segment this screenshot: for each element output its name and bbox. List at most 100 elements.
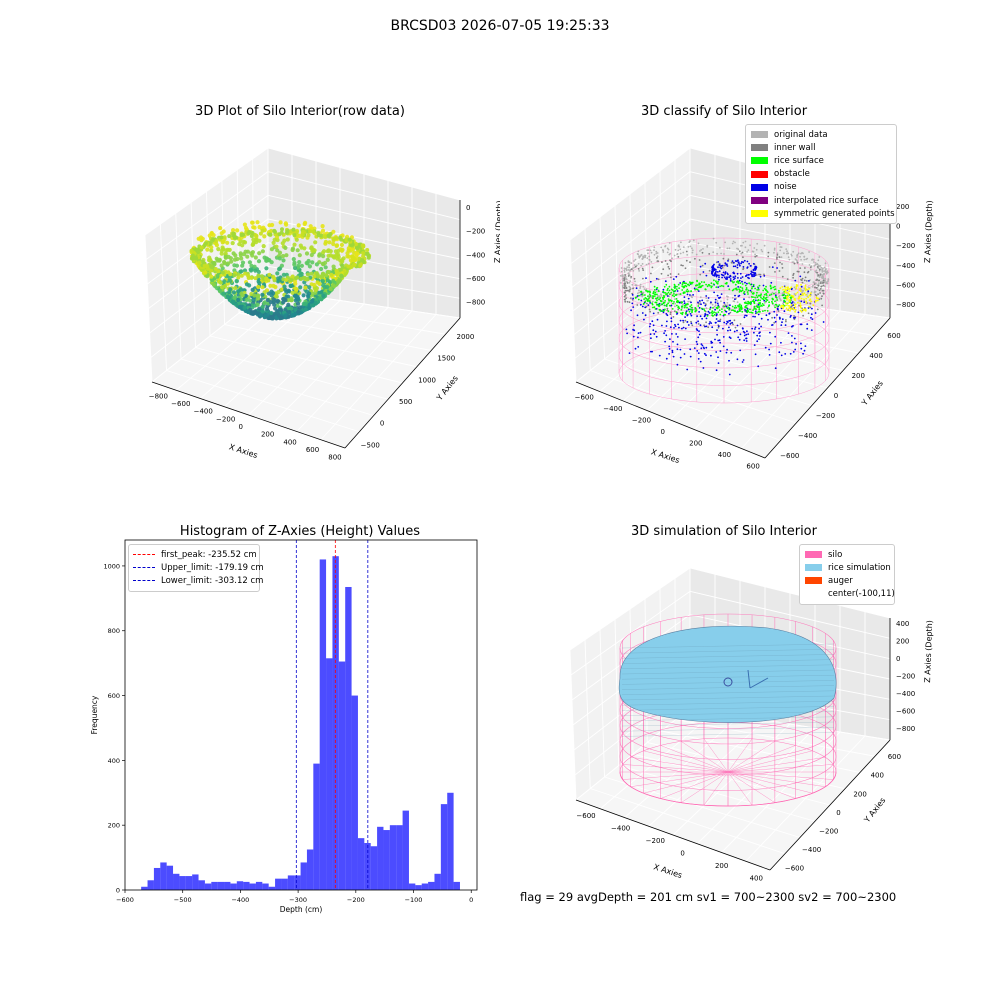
class-point — [621, 274, 624, 277]
class-point — [715, 351, 718, 353]
data-point — [225, 240, 230, 245]
class-point — [689, 355, 692, 358]
class-point — [644, 306, 647, 309]
class-point — [745, 314, 748, 317]
class-point — [785, 307, 788, 310]
class-point — [759, 335, 761, 337]
class-point — [715, 369, 718, 372]
data-point — [216, 247, 221, 252]
data-point — [277, 250, 283, 255]
data-point — [240, 263, 245, 268]
class-point — [643, 318, 645, 321]
data-point — [286, 288, 291, 293]
x-tick-label: −400 — [231, 896, 249, 904]
class-point — [679, 348, 682, 351]
class-point — [648, 308, 651, 311]
class-point — [796, 291, 799, 294]
class-point — [629, 269, 632, 271]
class-point — [653, 289, 656, 291]
class-point — [719, 264, 721, 266]
class-point — [799, 287, 802, 290]
class-point — [699, 265, 702, 268]
class-point — [689, 245, 692, 248]
histogram-bars — [141, 556, 460, 890]
class-point — [823, 266, 826, 269]
class-point — [805, 297, 808, 300]
class-point — [817, 282, 820, 284]
class-point — [753, 271, 755, 274]
class-point — [654, 293, 656, 296]
class-point — [789, 287, 792, 290]
class-point — [812, 284, 814, 287]
class-point — [631, 283, 634, 286]
data-point — [261, 244, 266, 249]
data-point — [232, 273, 237, 278]
class-point — [747, 293, 749, 295]
data-point — [307, 291, 312, 296]
class-point — [715, 306, 718, 309]
class-point — [653, 246, 656, 249]
data-point — [307, 285, 312, 290]
grid-line — [745, 735, 866, 862]
class-point — [647, 249, 650, 252]
class-point — [822, 281, 825, 284]
class-point — [749, 308, 751, 311]
class-point — [724, 262, 727, 265]
data-point — [365, 252, 370, 256]
data-point — [288, 278, 293, 283]
class-point — [746, 260, 749, 263]
class-point — [715, 281, 718, 284]
class-point — [700, 281, 703, 283]
class-point — [713, 279, 715, 282]
grid-line — [689, 590, 891, 639]
class-point — [722, 257, 725, 260]
class-point — [814, 286, 816, 289]
class-point — [742, 266, 745, 268]
class-point — [714, 338, 716, 341]
class-point — [708, 283, 710, 286]
raw-3d-plot: −800−600−400−2000200400600800−5000500100… — [144, 147, 500, 462]
data-point — [319, 266, 324, 272]
class-point — [735, 253, 738, 256]
class-point — [767, 255, 770, 258]
legend-label: noise — [774, 182, 797, 193]
data-point — [345, 251, 350, 256]
class-point — [818, 279, 820, 282]
class-point — [649, 291, 651, 294]
class-point — [736, 272, 739, 275]
class-point — [792, 317, 795, 319]
data-point — [354, 250, 359, 255]
class-point — [820, 297, 823, 300]
class-point — [756, 305, 758, 307]
simulation-3d-plot: −600−400−2000200400−600−400−200020040060… — [569, 567, 934, 882]
data-point — [238, 287, 243, 292]
class-point — [686, 288, 689, 291]
data-point — [301, 229, 306, 234]
class-point — [699, 302, 702, 304]
class-point — [762, 298, 765, 301]
class-point — [676, 253, 679, 255]
class-point — [620, 267, 623, 269]
data-point — [302, 246, 307, 251]
class-point — [783, 310, 786, 313]
class-point — [747, 300, 749, 303]
class-point — [697, 286, 700, 289]
z-tick-label: −800 — [896, 301, 915, 309]
class-point — [801, 292, 804, 295]
data-point — [285, 237, 290, 242]
class-point — [717, 304, 720, 307]
class-point — [822, 321, 825, 323]
class-point — [716, 252, 718, 255]
class-point — [742, 267, 745, 270]
class-point — [728, 312, 730, 315]
class-point — [681, 301, 684, 304]
data-point — [291, 257, 296, 262]
y-tick-label: 400 — [108, 757, 120, 765]
classify-plot-title: 3D classify of Silo Interior — [640, 104, 808, 119]
class-point — [799, 305, 802, 308]
class-point — [741, 327, 744, 329]
class-point — [793, 286, 796, 289]
class-point — [697, 352, 700, 354]
class-point — [800, 347, 803, 350]
class-point — [658, 304, 661, 306]
